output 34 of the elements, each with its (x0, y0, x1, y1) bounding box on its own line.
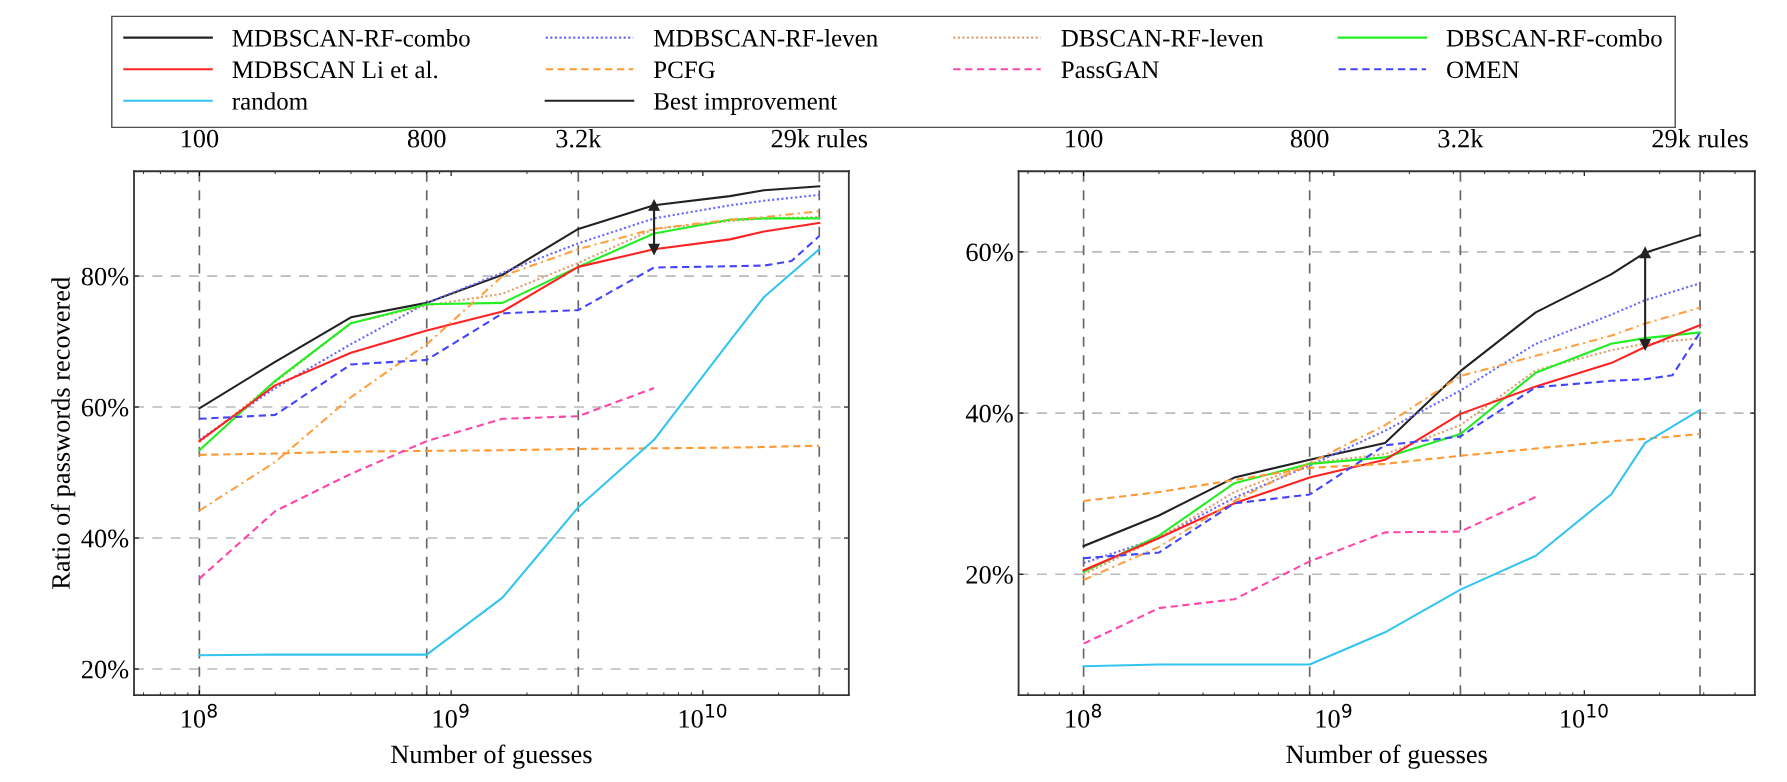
legend-label: Best improvement (653, 93, 838, 115)
text: 29k rules (1652, 128, 1748, 148)
x-tick-label: 10$^{10}$ (679, 703, 727, 728)
text: 100 (181, 129, 219, 148)
legend-label: MDBSCAN-RF-leven (653, 29, 878, 47)
legend-label: MDBSCAN Li et al. (232, 60, 438, 79)
y-tick-label: 20% (81, 660, 129, 679)
text: 100 (1066, 129, 1103, 148)
legend-label: PassGAN (1061, 61, 1159, 79)
y-axis-title: Ratio of passwords recovered (51, 277, 76, 589)
legend-label: PCFG (653, 61, 715, 79)
text: 3.2k (556, 128, 602, 148)
legend-label: random (232, 92, 308, 110)
x-tick-label: 10$^{9}$ (433, 703, 469, 728)
legend-label: MDBSCAN-RF-combo (232, 29, 470, 47)
x-tick-label: 10$^{8}$ (182, 703, 217, 728)
text: 800 (1290, 129, 1329, 148)
legend-label: DBSCAN-RF-combo (1446, 29, 1662, 47)
y-tick-label: 40% (81, 529, 129, 548)
x-tick-label: 10$^{10}$ (1561, 703, 1608, 728)
x-axis-title: Number of guesses (391, 744, 592, 769)
x-axis-title: Number of guesses (1286, 744, 1487, 769)
x-tick-label: 10$^{8}$ (1066, 703, 1102, 728)
y-tick-label: 60% (81, 398, 129, 417)
legend-label: OMEN (1447, 61, 1520, 79)
y-tick-label: 80% (81, 267, 129, 286)
x-tick-label: 10$^{9}$ (1316, 703, 1352, 728)
y-tick-label: 40% (965, 404, 1013, 423)
text: 3.2k (1438, 128, 1484, 148)
legend-label: DBSCAN-RF-leven (1061, 29, 1264, 47)
y-tick-label: 20% (966, 565, 1013, 584)
text: 29k rules (771, 128, 868, 148)
text: 800 (407, 129, 446, 148)
y-tick-label: 60% (966, 243, 1013, 262)
